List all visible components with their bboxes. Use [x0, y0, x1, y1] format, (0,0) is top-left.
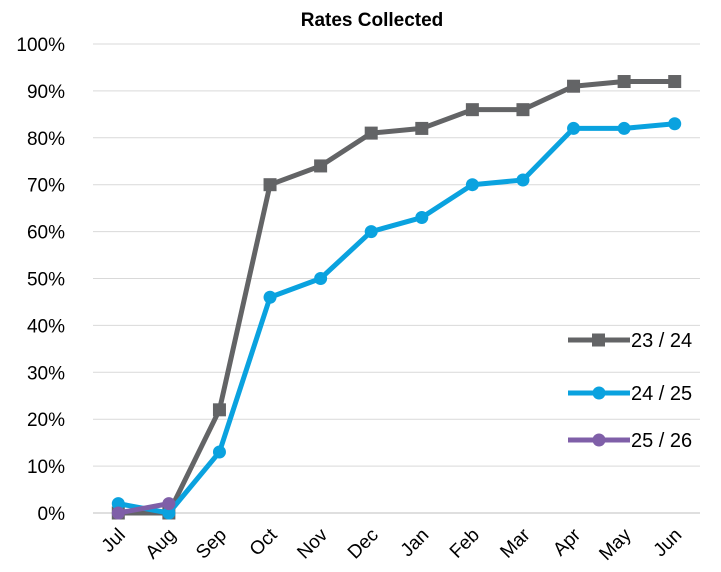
- x-tick-label: Jul: [98, 525, 130, 557]
- legend-item: 23 / 24: [568, 330, 692, 352]
- data-point: [111, 497, 125, 511]
- series-2: [111, 117, 682, 520]
- data-point: [415, 121, 429, 135]
- legend-marker: [592, 333, 605, 347]
- y-tick-label: 100%: [16, 35, 65, 56]
- y-tick-label: 60%: [27, 223, 65, 244]
- data-point: [516, 173, 530, 187]
- gridlines: [93, 43, 700, 514]
- y-tick-label: 40%: [27, 316, 65, 337]
- legend-label: 24 / 25: [631, 383, 692, 405]
- data-point: [364, 126, 378, 140]
- x-tick-label: Feb: [446, 525, 484, 563]
- y-tick-label: 10%: [27, 457, 65, 478]
- x-tick-label: Dec: [344, 525, 383, 564]
- x-tick-label: Jun: [650, 525, 687, 562]
- data-point: [617, 75, 631, 89]
- data-point: [415, 211, 429, 225]
- data-point: [162, 497, 176, 511]
- legend-item: 24 / 25: [568, 383, 692, 405]
- data-point: [111, 506, 125, 520]
- data-point: [617, 121, 631, 135]
- data-point: [668, 75, 682, 89]
- y-tick-label: 30%: [27, 363, 65, 384]
- data-point: [516, 103, 530, 117]
- y-tick-label: 0%: [38, 504, 66, 525]
- x-axis-ticks: Jul Aug Sep Oct Nov Dec Jan Feb Mar Apr May Jun: [98, 524, 686, 565]
- legend-label: 25 / 26: [631, 430, 692, 452]
- x-tick-label: Nov: [293, 524, 332, 563]
- data-point: [567, 121, 581, 135]
- x-tick-label: Aug: [142, 525, 181, 564]
- x-tick-label: Apr: [549, 524, 585, 560]
- series-3: [111, 497, 176, 520]
- x-tick-label: May: [595, 524, 636, 565]
- data-point: [465, 178, 479, 192]
- series-1: [111, 75, 682, 520]
- legend-marker: [592, 433, 606, 447]
- y-axis-ticks: 0% 10% 20% 30% 40% 50% 60% 70% 80% 90% 100%: [16, 35, 65, 525]
- data-point: [212, 403, 226, 417]
- x-tick-label: Jan: [397, 525, 434, 562]
- data-point: [314, 159, 328, 173]
- data-point: [212, 445, 226, 459]
- data-point: [314, 272, 328, 285]
- y-tick-label: 80%: [27, 129, 65, 150]
- x-tick-label: Sep: [192, 525, 231, 564]
- data-point: [567, 79, 581, 93]
- y-tick-label: 20%: [27, 410, 65, 431]
- data-point: [263, 290, 277, 304]
- series-group: [111, 75, 682, 520]
- chart-title: Rates Collected: [301, 10, 444, 31]
- series-line: [115, 501, 172, 516]
- data-point: [465, 103, 479, 117]
- data-point: [364, 225, 378, 239]
- data-point: [263, 178, 277, 192]
- x-tick-label: Oct: [246, 524, 282, 560]
- y-tick-label: 50%: [27, 270, 65, 291]
- series-line: [115, 121, 678, 516]
- data-point: [668, 117, 682, 131]
- series-line: [115, 79, 678, 516]
- legend-item: 25 / 26: [568, 430, 692, 452]
- y-tick-label: 70%: [27, 176, 65, 197]
- y-tick-label: 90%: [27, 82, 65, 103]
- legend: 23 / 24 24 / 25 25 / 26: [568, 330, 692, 452]
- legend-label: 23 / 24: [631, 330, 692, 352]
- x-tick-label: Mar: [496, 524, 534, 562]
- data-point: [162, 506, 176, 520]
- legend-marker: [592, 386, 606, 400]
